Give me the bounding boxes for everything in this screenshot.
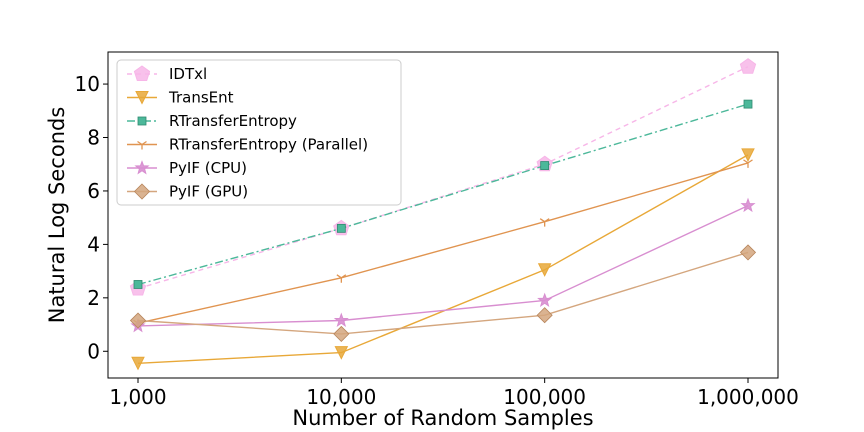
data-point xyxy=(537,263,552,277)
data-point xyxy=(743,159,753,168)
legend-item: IDTxl xyxy=(127,65,207,83)
y-tick-label: 0 xyxy=(87,339,100,363)
legend-item: PyIF (CPU) xyxy=(127,159,247,177)
data-point xyxy=(137,140,147,150)
data-point xyxy=(131,356,145,371)
y-tick-label: 6 xyxy=(87,179,100,203)
series-pyif-gpu xyxy=(129,244,757,342)
data-point xyxy=(129,312,147,329)
data-point xyxy=(537,292,553,307)
x-tick-label: 10,000 xyxy=(306,385,376,409)
series-line xyxy=(137,204,749,327)
y-tick-label: 4 xyxy=(87,232,100,256)
legend: IDTxl TransEnt RTransferEntropy RTransferEn… xyxy=(116,59,402,206)
y-tick-label: 10 xyxy=(75,72,100,96)
data-point xyxy=(137,116,147,126)
data-point xyxy=(134,160,150,175)
x-tick-label: 100,000 xyxy=(503,385,586,409)
series-layer xyxy=(129,58,757,371)
x-axis-label: Number of Random Samples xyxy=(292,406,593,430)
series-line xyxy=(137,66,749,290)
y-tick-label: 2 xyxy=(87,286,100,310)
legend-label: PyIF (CPU) xyxy=(169,159,247,177)
data-point xyxy=(135,91,149,105)
data-point xyxy=(334,346,349,360)
x-tick-label: 1,000,000 xyxy=(697,385,799,409)
legend-item: RTransferEntropy (Parallel) xyxy=(127,136,368,154)
x-tick-label: 1,000 xyxy=(109,385,166,409)
axes-layer: 1,000 10,000 100,000 1,000,000 0 2 4 6 8 10 xyxy=(75,72,799,409)
data-point xyxy=(133,280,143,289)
plot-frame xyxy=(107,51,779,379)
data-point xyxy=(739,244,757,261)
data-point xyxy=(333,325,350,342)
legend-item: TransEnt xyxy=(127,89,234,107)
data-point xyxy=(740,197,756,213)
data-point xyxy=(133,65,151,81)
data-point xyxy=(133,183,151,200)
legend-label: RTransferEntropy (Parallel) xyxy=(169,136,368,154)
data-point xyxy=(539,218,550,227)
data-point xyxy=(336,274,347,283)
y-tick-label: 8 xyxy=(87,126,100,150)
series-line xyxy=(137,162,749,324)
legend-label: PyIF (GPU) xyxy=(169,183,248,201)
data-point xyxy=(743,99,753,109)
y-axis-label: Natural Log Seconds xyxy=(45,107,69,324)
legend-label: TransEnt xyxy=(168,89,234,107)
data-point xyxy=(333,312,349,328)
series-line xyxy=(137,103,749,286)
data-point xyxy=(540,161,550,170)
data-point xyxy=(336,223,346,233)
legend-label: IDTxl xyxy=(169,65,207,83)
legend-box xyxy=(116,59,402,206)
data-point xyxy=(536,307,553,324)
legend-item: RTransferEntropy xyxy=(127,112,297,130)
series-rtransferentropy xyxy=(133,99,753,289)
data-point xyxy=(739,58,757,74)
legend-label: RTransferEntropy xyxy=(169,112,297,130)
data-point xyxy=(741,148,755,162)
legend-item: PyIF (GPU) xyxy=(127,183,248,201)
series-line xyxy=(137,251,749,335)
